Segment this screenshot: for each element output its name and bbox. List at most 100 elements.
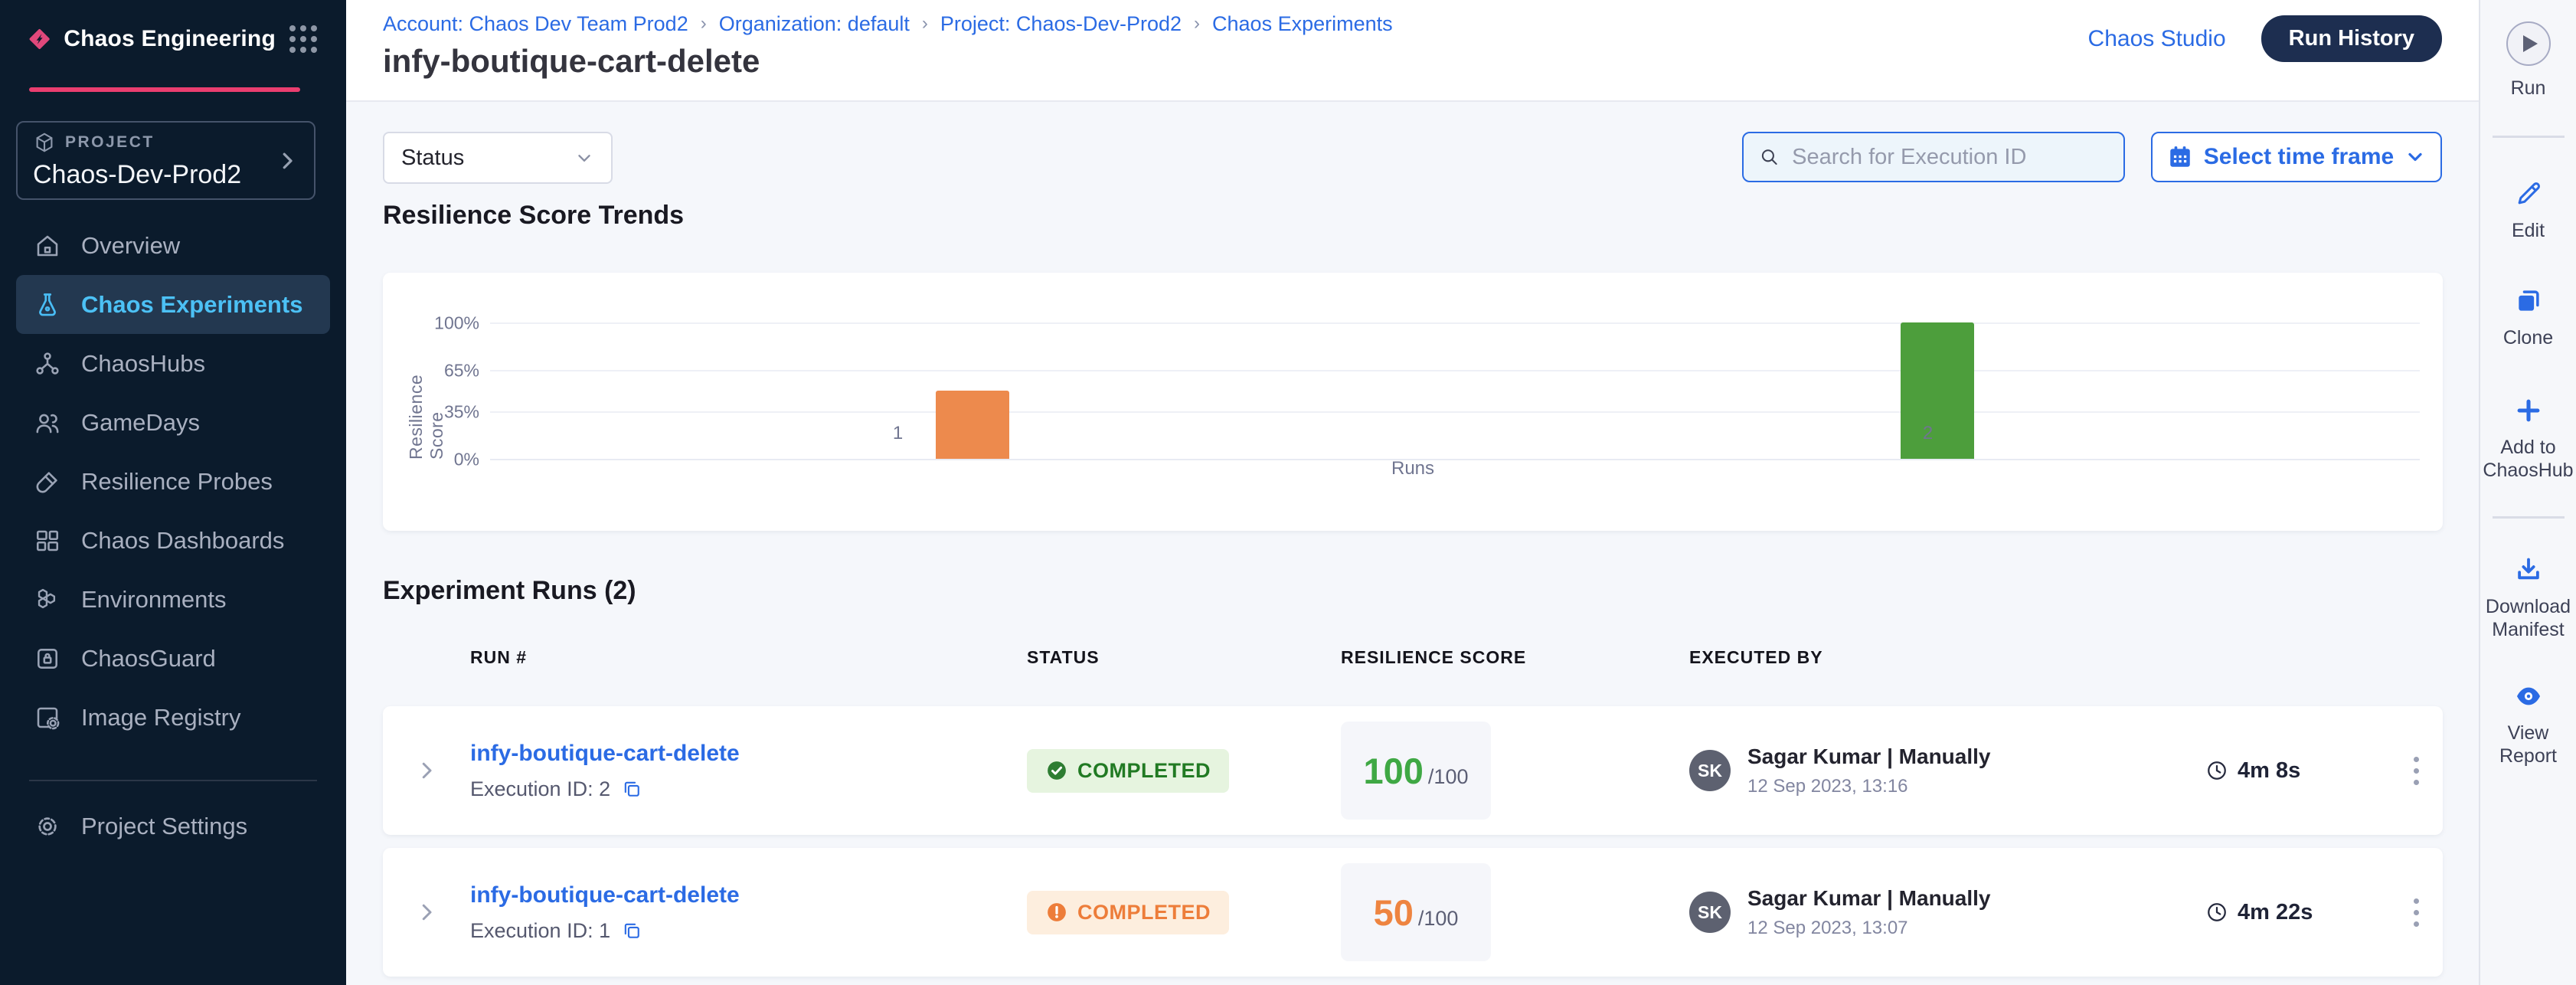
chart-y-axis-label: Resilience Score	[406, 374, 446, 460]
breadcrumb-separator-icon: ›	[700, 12, 707, 34]
chart-bar-run-2[interactable]	[1901, 322, 1974, 459]
sidebar-item-chaoshubs[interactable]: ChaosHubs	[0, 334, 346, 393]
edit-label[interactable]: Edit	[2511, 219, 2545, 241]
runs-table-header: RUN # STATUS RESILIENCE SCORE EXECUTED B…	[383, 647, 2443, 668]
apps-grid-icon[interactable]	[289, 25, 317, 53]
lock-shield-icon	[38, 648, 57, 669]
flask-icon	[39, 293, 56, 316]
sidebar-item-label: Resilience Probes	[81, 467, 273, 495]
project-selector[interactable]: PROJECT Chaos-Dev-Prod2	[16, 121, 315, 200]
chevron-right-icon	[283, 152, 293, 169]
run-name-link[interactable]: infy-boutique-cart-delete	[470, 740, 740, 766]
run-name-link[interactable]: infy-boutique-cart-delete	[470, 882, 740, 908]
column-status: STATUS	[1027, 647, 1100, 667]
calendar-icon	[2170, 146, 2190, 167]
project-label: PROJECT	[65, 133, 155, 151]
row-menu-kebab-icon[interactable]	[2413, 756, 2419, 785]
breadcrumb-separator-icon: ›	[921, 12, 928, 34]
status-filter-dropdown[interactable]: Status	[383, 132, 613, 184]
row-menu-kebab-icon[interactable]	[2413, 898, 2419, 927]
sidebar-item-label: Chaos Dashboards	[81, 526, 285, 554]
rail-divider	[2492, 515, 2565, 519]
duration-text: 4m 22s	[2238, 899, 2313, 924]
run-row: infy-boutique-cart-delete Execution ID: …	[383, 706, 2443, 835]
check-circle-icon	[1048, 761, 1066, 780]
search-input[interactable]	[1792, 144, 2108, 170]
search-icon	[1761, 149, 1777, 165]
sidebar-item-label: Image Registry	[81, 703, 241, 731]
executed-at-timestamp: 12 Sep 2023, 13:07	[1747, 917, 1908, 938]
sidebar-item-label: ChaosGuard	[81, 644, 216, 672]
download-icon[interactable]	[2514, 555, 2543, 584]
view-report-label[interactable]: View Report	[2499, 722, 2558, 767]
chaos-engineering-logo-icon	[29, 28, 50, 50]
people-icon	[36, 414, 59, 433]
copy-icon[interactable]	[621, 920, 642, 941]
add-to-chaoshub-label[interactable]: Add to ChaosHub	[2483, 436, 2574, 482]
sidebar-item-chaosguard[interactable]: ChaosGuard	[0, 629, 346, 688]
plus-icon[interactable]	[2514, 396, 2543, 425]
sidebar-divider	[29, 780, 317, 781]
gridline	[490, 411, 2420, 413]
action-rail: Run Edit Clone Add to ChaosHub Download …	[2479, 0, 2576, 985]
hub-network-icon	[36, 352, 59, 375]
copy-icon[interactable]	[621, 778, 642, 800]
sidebar-item-label: GameDays	[81, 408, 201, 436]
sidebar-item-resilience-probes[interactable]: Resilience Probes	[0, 452, 346, 511]
run-row: infy-boutique-cart-delete Execution ID: …	[383, 848, 2443, 977]
execution-search	[1742, 132, 2125, 182]
status-badge: COMPLETED	[1027, 748, 1230, 793]
executed-by-name: Sagar Kumar | Manually	[1747, 885, 1991, 910]
download-manifest-label[interactable]: Download Manifest	[2485, 595, 2571, 641]
column-executed-by: EXECUTED BY	[1689, 647, 1823, 667]
time-frame-dropdown[interactable]: Select time frame	[2151, 132, 2442, 182]
project-cube-icon	[36, 133, 53, 152]
edit-pencil-icon[interactable]	[2514, 179, 2543, 208]
avatar: SK	[1689, 750, 1731, 791]
sidebar-item-overview[interactable]: Overview	[0, 216, 346, 275]
chaos-studio-link[interactable]: Chaos Studio	[2087, 25, 2226, 51]
clone-icon[interactable]	[2514, 286, 2543, 316]
executed-at-timestamp: 12 Sep 2023, 13:16	[1747, 775, 1908, 797]
breadcrumb-chaos-experiments[interactable]: Chaos Experiments	[1212, 12, 1393, 35]
score-value: 100	[1363, 750, 1424, 791]
clone-label[interactable]: Clone	[2502, 327, 2554, 349]
sidebar-item-gamedays[interactable]: GameDays	[0, 393, 346, 452]
sidebar-item-label: ChaosHubs	[81, 349, 205, 377]
expand-row-chevron-icon[interactable]	[415, 901, 438, 924]
run-history-button[interactable]: Run History	[2261, 15, 2442, 62]
sidebar-item-chaos-experiments[interactable]: Chaos Experiments	[16, 275, 330, 334]
chart-x-axis-label: Runs	[1391, 458, 1435, 479]
expand-row-chevron-icon[interactable]	[415, 759, 438, 782]
dashboard-grid-icon	[36, 530, 59, 551]
run-duration: 4m 22s	[2205, 900, 2389, 925]
sidebar-item-environments[interactable]: Environments	[0, 570, 346, 629]
clock-icon	[2208, 761, 2226, 780]
top-header: Account: Chaos Dev Team Prod2 › Organiza…	[346, 0, 2479, 102]
sidebar-item-image-registry[interactable]: Image Registry	[0, 688, 346, 747]
status-text: COMPLETED	[1077, 758, 1211, 782]
chart-bar-run-1[interactable]	[936, 391, 1009, 459]
run-button[interactable]	[2506, 21, 2551, 66]
breadcrumb-project[interactable]: Project: Chaos-Dev-Prod2	[940, 12, 1182, 35]
sidebar-item-chaos-dashboards[interactable]: Chaos Dashboards	[0, 511, 346, 570]
avatar: SK	[1689, 892, 1731, 933]
runs-section-title: Experiment Runs (2)	[383, 576, 636, 605]
brand-underline	[29, 87, 300, 92]
probe-icon	[36, 471, 57, 492]
page-title: infy-boutique-cart-delete	[383, 43, 760, 79]
score-denominator: /100	[1427, 764, 1469, 788]
y-tick-100: 100%	[434, 313, 479, 333]
breadcrumb-account[interactable]: Account: Chaos Dev Team Prod2	[383, 12, 688, 35]
run-button-label: Run	[2510, 77, 2546, 99]
sidebar-item-label: Overview	[81, 231, 181, 259]
score-value: 50	[1373, 892, 1414, 933]
breadcrumb-organization[interactable]: Organization: default	[718, 12, 910, 35]
sidebar-item-project-settings[interactable]: Project Settings	[0, 797, 346, 856]
logo-row: Chaos Engineering	[0, 0, 346, 57]
main-content-background	[346, 102, 2479, 985]
breadcrumb-separator-icon: ›	[1194, 12, 1201, 34]
gridline	[490, 322, 2420, 324]
eye-icon[interactable]	[2514, 682, 2543, 711]
duration-text: 4m 8s	[2238, 758, 2301, 783]
